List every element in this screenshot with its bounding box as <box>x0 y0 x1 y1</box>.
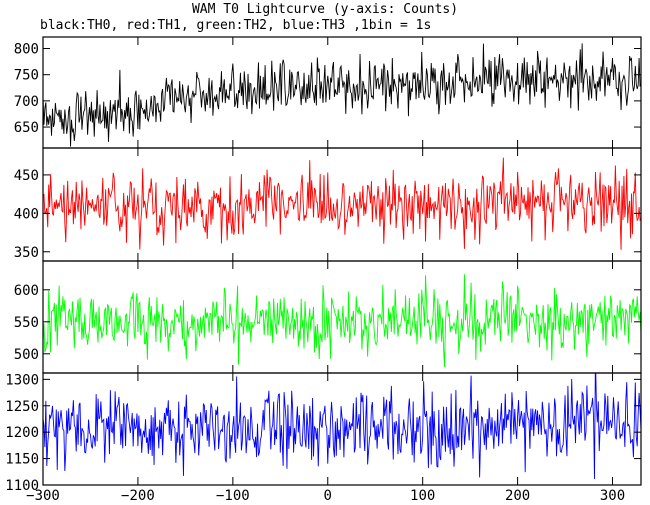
y-tick-label: 750 <box>14 68 39 84</box>
y-tick-label: 1250 <box>5 399 39 415</box>
chart-title: WAM T0 Lightcurve (y-axis: Counts) <box>191 2 459 17</box>
x-tick-label: −300 <box>26 488 60 504</box>
y-tick-label: 650 <box>14 120 39 136</box>
series-line-th1 <box>43 157 641 250</box>
x-tick-label: 200 <box>505 488 530 504</box>
y-tick-label: 1150 <box>5 452 39 468</box>
x-tick-label: 300 <box>600 488 625 504</box>
y-tick-label: 1200 <box>5 425 39 441</box>
y-tick-label: 800 <box>14 42 39 58</box>
y-tick-label: 550 <box>14 315 39 331</box>
panel-frame-th3 <box>42 372 642 486</box>
y-tick-label: 600 <box>14 283 39 299</box>
series-line-th0 <box>43 43 641 147</box>
series-line-th3 <box>43 373 641 480</box>
y-tick-label: 350 <box>14 245 39 261</box>
y-tick-label: 450 <box>14 168 39 184</box>
y-tick-label: 1300 <box>5 372 39 388</box>
y-tick-label: 500 <box>14 347 39 363</box>
x-tick-label: −100 <box>216 488 250 504</box>
chart-subtitle: black:TH0, red:TH1, green:TH2, blue:TH3 … <box>40 18 432 33</box>
y-tick-label: 700 <box>14 94 39 110</box>
series-line-th2 <box>43 274 641 367</box>
x-tick-label: 100 <box>410 488 435 504</box>
y-tick-label: 400 <box>14 206 39 222</box>
x-tick-label: −200 <box>121 488 155 504</box>
x-tick-label: 0 <box>324 488 332 504</box>
y-tick-label: 1100 <box>5 478 39 494</box>
